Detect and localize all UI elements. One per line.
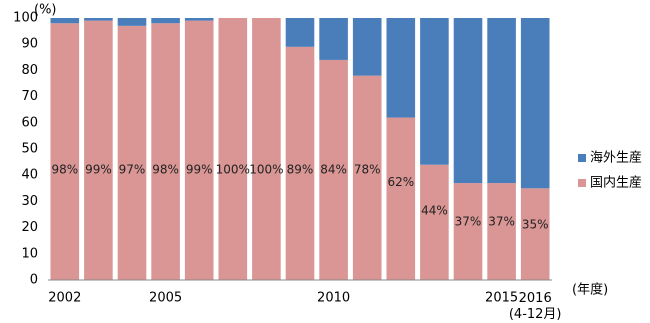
y-tick-label: 20 [21,220,38,235]
legend-label: 海外生産 [590,150,642,166]
bar-segment [487,18,516,184]
bar-segment [50,23,80,281]
bar-segment [453,18,483,184]
y-tick-label: 70 [21,89,38,104]
bar-segment [151,23,180,281]
bar-segment [117,18,147,26]
x-tick-label: 2010 [317,291,350,306]
x-tick-label: 2002 [48,291,81,306]
y-tick-label: 80 [21,63,38,78]
value-label: 99% [85,162,112,176]
bar-segment [453,183,483,280]
y-tick-label: 50 [21,142,38,157]
x-tick-label: 2016 (4-12月) [509,291,562,322]
bar-segment [386,18,416,118]
value-label: 84% [320,162,347,176]
x-unit: (年度) [572,282,608,298]
y-tick-label: 90 [21,37,38,52]
bar-segment [487,183,516,280]
bar-segment [84,18,113,21]
bar-segment [386,117,416,280]
bar-segment [117,25,147,280]
y-tick-label: 60 [21,115,38,130]
value-label: 44% [421,203,448,217]
y-tick-label: 100 [13,11,38,26]
bar-segment [184,18,214,21]
value-label: 89% [287,162,314,176]
value-label: 97% [119,162,146,176]
y-tick-label: 10 [21,246,38,261]
bar-segment [285,46,315,280]
bar-segment [420,164,449,280]
value-label: 98% [51,162,78,176]
x-tick-label: 2005 [149,291,182,306]
value-label: 35% [522,217,549,231]
value-label: 62% [387,175,414,189]
legend-label: 国内生産 [590,175,642,191]
bar-segment [50,18,80,24]
bar-segment [319,59,348,280]
value-label: 100% [216,162,250,176]
y-tick-label: 30 [21,194,38,209]
bar-segment [84,20,113,281]
value-label: 99% [186,162,213,176]
legend-swatch [578,154,586,162]
bar-segment [151,18,180,24]
value-label: 78% [354,162,381,176]
bar-segment [520,18,550,189]
value-label: 37% [455,214,482,228]
value-label: 100% [249,162,283,176]
x-tick-label: 2015 [485,291,518,306]
bar-segment [352,18,382,76]
y-unit: (%) [34,3,57,18]
bar-segment [184,20,214,281]
bar-segment [420,18,449,165]
bar-segment [285,18,315,47]
y-tick-label: 40 [21,168,38,183]
bar-segment [352,75,382,280]
value-label: 37% [488,214,515,228]
y-tick-label: 0 [30,273,38,288]
bar-segment [520,188,550,280]
bar-segment [319,18,348,60]
value-label: 98% [152,162,179,176]
bar-segment [252,18,281,280]
bar-segment [218,18,248,280]
legend-swatch [578,179,586,187]
